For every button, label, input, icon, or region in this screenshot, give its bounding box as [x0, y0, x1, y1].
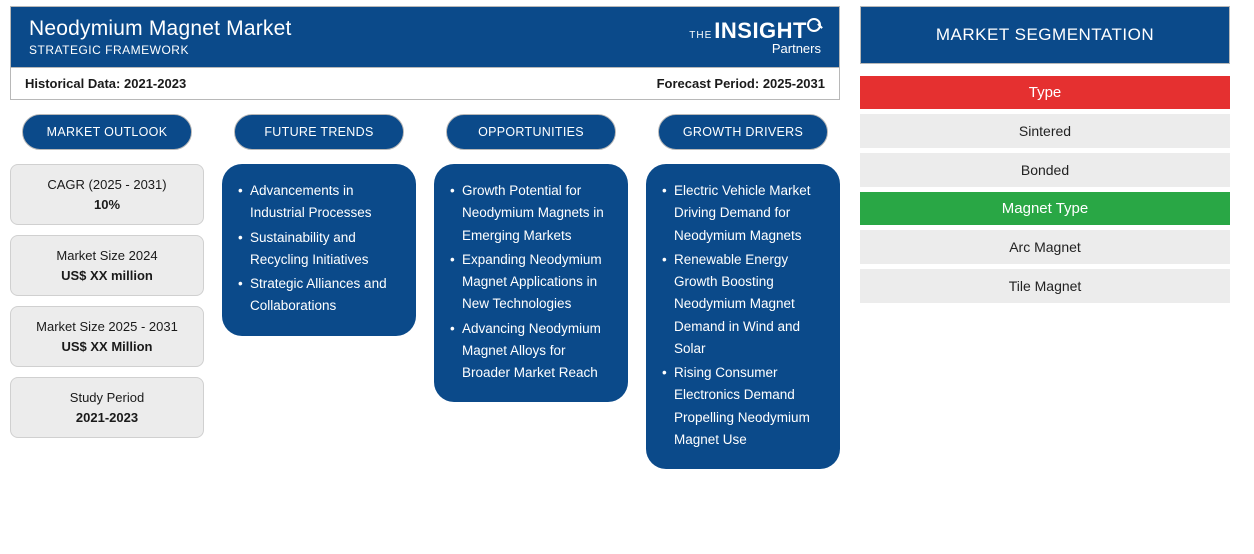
forecast-period: Forecast Period: 2025-2031: [657, 76, 825, 91]
list-item: Electric Vehicle Market Driving Demand f…: [662, 180, 826, 247]
outlook-label: Study Period: [17, 388, 197, 408]
outlook-label: Market Size 2024: [17, 246, 197, 266]
seg-category: Type: [860, 76, 1230, 109]
outlook-box: Market Size 2024 US$ XX million: [10, 235, 204, 296]
list-item: Sustainability and Recycling Initiatives: [238, 227, 402, 272]
page-subtitle: STRATEGIC FRAMEWORK: [29, 43, 292, 57]
outlook-value: US$ XX million: [17, 266, 197, 286]
outlook-value: US$ XX Million: [17, 337, 197, 357]
seg-item: Bonded: [860, 153, 1230, 187]
list-item: Growth Potential for Neodymium Magnets i…: [450, 180, 614, 247]
segmentation-list: Type Sintered Bonded Magnet Type Arc Mag…: [860, 76, 1230, 303]
trends-card: Advancements in Industrial Processes Sus…: [222, 164, 416, 336]
col-outlook: MARKET OUTLOOK CAGR (2025 - 2031) 10% Ma…: [10, 114, 204, 469]
forecast-label: Forecast Period:: [657, 76, 760, 91]
list-item: Expanding Neodymium Magnet Applications …: [450, 249, 614, 316]
opportunities-heading: OPPORTUNITIES: [446, 114, 616, 150]
list-item: Renewable Energy Growth Boosting Neodymi…: [662, 249, 826, 360]
seg-category: Magnet Type: [860, 192, 1230, 225]
period-row: Historical Data: 2021-2023 Forecast Peri…: [10, 68, 840, 100]
seg-item: Sintered: [860, 114, 1230, 148]
segmentation-panel: MARKET SEGMENTATION Type Sintered Bonded…: [860, 6, 1230, 469]
outlook-label: Market Size 2025 - 2031: [17, 317, 197, 337]
page-title: Neodymium Magnet Market: [29, 17, 292, 41]
logo-main: INSIGHT: [714, 20, 807, 42]
header-bar: Neodymium Magnet Market STRATEGIC FRAMEW…: [10, 6, 840, 68]
segmentation-heading: MARKET SEGMENTATION: [860, 6, 1230, 64]
magnify-icon: [807, 18, 821, 32]
list-item: Strategic Alliances and Collaborations: [238, 273, 402, 318]
logo-sub: Partners: [772, 41, 821, 56]
outlook-box: CAGR (2025 - 2031) 10%: [10, 164, 204, 225]
header-titles: Neodymium Magnet Market STRATEGIC FRAMEW…: [29, 17, 292, 57]
col-trends: FUTURE TRENDS Advancements in Industrial…: [222, 114, 416, 469]
outlook-value: 10%: [17, 195, 197, 215]
forecast-value: 2025-2031: [763, 76, 825, 91]
historical-data: Historical Data: 2021-2023: [25, 76, 186, 91]
drivers-heading: GROWTH DRIVERS: [658, 114, 828, 150]
historical-value: 2021-2023: [124, 76, 186, 91]
list-item: Rising Consumer Electronics Demand Prope…: [662, 362, 826, 451]
list-item: Advancements in Industrial Processes: [238, 180, 402, 225]
seg-item: Arc Magnet: [860, 230, 1230, 264]
seg-item: Tile Magnet: [860, 269, 1230, 303]
list-item: Advancing Neodymium Magnet Alloys for Br…: [450, 318, 614, 385]
brand-logo: THE INSIGHT Partners: [689, 20, 821, 55]
outlook-heading: MARKET OUTLOOK: [22, 114, 192, 150]
logo-prefix: THE: [689, 31, 712, 41]
trends-heading: FUTURE TRENDS: [234, 114, 404, 150]
drivers-card: Electric Vehicle Market Driving Demand f…: [646, 164, 840, 469]
outlook-boxes: CAGR (2025 - 2031) 10% Market Size 2024 …: [10, 164, 204, 438]
outlook-label: CAGR (2025 - 2031): [17, 175, 197, 195]
col-opportunities: OPPORTUNITIES Growth Potential for Neody…: [434, 114, 628, 469]
historical-label: Historical Data:: [25, 76, 120, 91]
columns-grid: MARKET OUTLOOK CAGR (2025 - 2031) 10% Ma…: [10, 114, 840, 469]
outlook-value: 2021-2023: [17, 408, 197, 428]
opportunities-card: Growth Potential for Neodymium Magnets i…: [434, 164, 628, 402]
outlook-box: Market Size 2025 - 2031 US$ XX Million: [10, 306, 204, 367]
col-drivers: GROWTH DRIVERS Electric Vehicle Market D…: [646, 114, 840, 469]
outlook-box: Study Period 2021-2023: [10, 377, 204, 438]
